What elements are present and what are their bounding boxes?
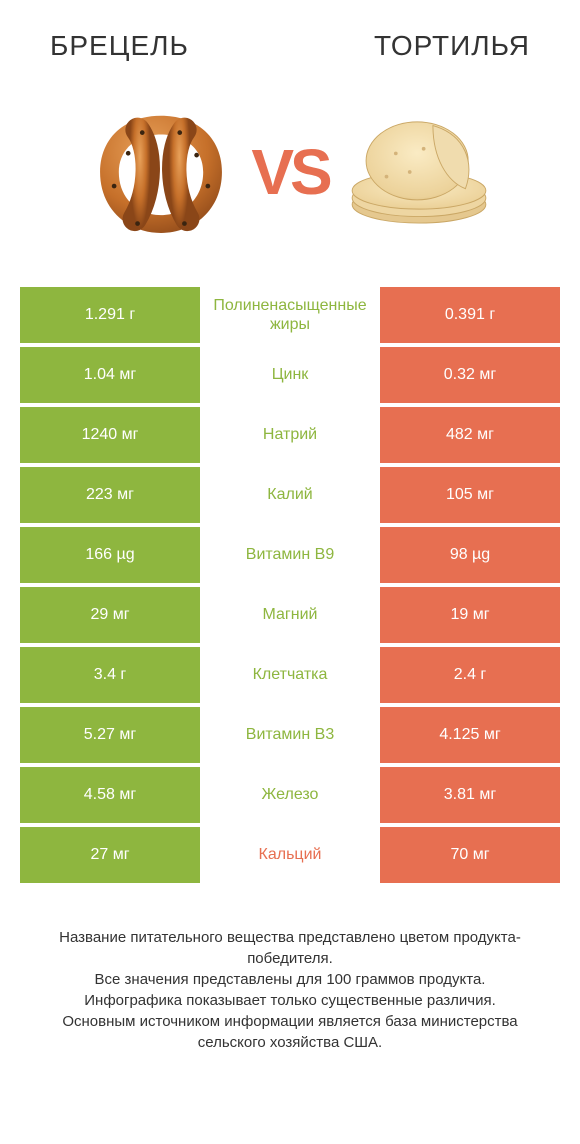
tortilla-image bbox=[339, 92, 499, 252]
value-left: 5.27 мг bbox=[20, 707, 200, 763]
table-row: 4.58 мгЖелезо3.81 мг bbox=[20, 767, 560, 823]
value-right: 98 µg bbox=[380, 527, 560, 583]
header: БРЕЦЕЛЬ ТОРТИЛЬЯ bbox=[0, 0, 580, 82]
nutrient-label: Железо bbox=[200, 767, 380, 823]
pretzel-icon bbox=[86, 97, 236, 247]
nutrient-label: Магний bbox=[200, 587, 380, 643]
footer-line: Основным источником информации является … bbox=[30, 1011, 550, 1053]
comparison-table: 1.291 гПолиненасыщенные жиры0.391 г1.04 … bbox=[0, 287, 580, 883]
value-right: 0.32 мг bbox=[380, 347, 560, 403]
tortilla-icon bbox=[344, 107, 494, 237]
table-row: 1.291 гПолиненасыщенные жиры0.391 г bbox=[20, 287, 560, 343]
value-right: 105 мг bbox=[380, 467, 560, 523]
value-right: 4.125 мг bbox=[380, 707, 560, 763]
value-right: 482 мг bbox=[380, 407, 560, 463]
table-row: 5.27 мгВитамин B34.125 мг bbox=[20, 707, 560, 763]
title-right: ТОРТИЛЬЯ bbox=[374, 30, 530, 62]
value-left: 27 мг bbox=[20, 827, 200, 883]
value-right: 3.81 мг bbox=[380, 767, 560, 823]
nutrient-label: Витамин B9 bbox=[200, 527, 380, 583]
value-right: 19 мг bbox=[380, 587, 560, 643]
table-row: 223 мгКалий105 мг bbox=[20, 467, 560, 523]
nutrient-label: Калий bbox=[200, 467, 380, 523]
footer-line: Название питательного вещества представл… bbox=[30, 927, 550, 969]
pretzel-image bbox=[81, 92, 241, 252]
nutrient-label: Кальций bbox=[200, 827, 380, 883]
vs-label: VS bbox=[251, 135, 328, 209]
footer-notes: Название питательного вещества представл… bbox=[0, 887, 580, 1053]
value-left: 166 µg bbox=[20, 527, 200, 583]
nutrient-label: Клетчатка bbox=[200, 647, 380, 703]
title-left: БРЕЦЕЛЬ bbox=[50, 30, 189, 62]
value-left: 1240 мг bbox=[20, 407, 200, 463]
value-left: 223 мг bbox=[20, 467, 200, 523]
nutrient-label: Витамин B3 bbox=[200, 707, 380, 763]
value-right: 0.391 г bbox=[380, 287, 560, 343]
value-left: 29 мг bbox=[20, 587, 200, 643]
value-left: 3.4 г bbox=[20, 647, 200, 703]
footer-line: Все значения представлены для 100 граммо… bbox=[30, 969, 550, 990]
hero-row: VS bbox=[0, 82, 580, 287]
value-left: 1.291 г bbox=[20, 287, 200, 343]
table-row: 1.04 мгЦинк0.32 мг bbox=[20, 347, 560, 403]
table-row: 29 мгМагний19 мг bbox=[20, 587, 560, 643]
nutrient-label: Натрий bbox=[200, 407, 380, 463]
table-row: 166 µgВитамин B998 µg bbox=[20, 527, 560, 583]
nutrient-label: Полиненасыщенные жиры bbox=[200, 287, 380, 343]
table-row: 1240 мгНатрий482 мг bbox=[20, 407, 560, 463]
value-right: 2.4 г bbox=[380, 647, 560, 703]
value-right: 70 мг bbox=[380, 827, 560, 883]
table-row: 27 мгКальций70 мг bbox=[20, 827, 560, 883]
footer-line: Инфографика показывает только существенн… bbox=[30, 990, 550, 1011]
value-left: 1.04 мг bbox=[20, 347, 200, 403]
nutrient-label: Цинк bbox=[200, 347, 380, 403]
table-row: 3.4 гКлетчатка2.4 г bbox=[20, 647, 560, 703]
value-left: 4.58 мг bbox=[20, 767, 200, 823]
